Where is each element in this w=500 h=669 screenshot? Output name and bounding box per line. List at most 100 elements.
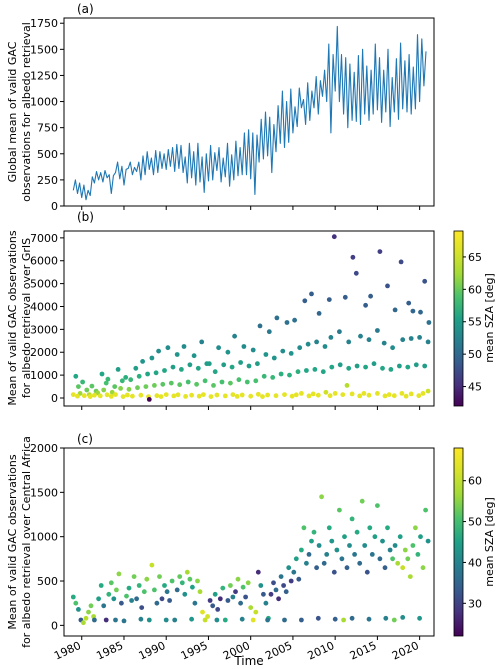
scatter-point xyxy=(164,589,170,595)
panel-c-xlabel: Time xyxy=(233,654,263,668)
scatter-point xyxy=(184,569,190,575)
scatter-point xyxy=(380,538,385,544)
panel-c-colorbar xyxy=(453,447,464,637)
scatter-point xyxy=(120,394,126,399)
scatter-point xyxy=(299,617,304,623)
scatter-point xyxy=(121,618,127,624)
scatter-point xyxy=(420,565,426,571)
scatter-point xyxy=(324,552,330,557)
scatter-point xyxy=(234,394,240,399)
scatter-point xyxy=(381,340,387,346)
panel-b-colorbar xyxy=(453,230,464,407)
scatter-point xyxy=(255,391,261,397)
scatter-point xyxy=(115,367,121,372)
scatter-point xyxy=(111,596,117,602)
colorbar-tick-label: 50 xyxy=(468,516,482,529)
scatter-point xyxy=(159,596,165,602)
scatter-point xyxy=(397,363,402,369)
scatter-point xyxy=(364,569,370,575)
scatter-point xyxy=(331,234,337,240)
scatter-point xyxy=(191,353,197,359)
scatter-point xyxy=(230,594,236,600)
scatter-point xyxy=(124,593,129,599)
scatter-point xyxy=(284,320,290,325)
scatter-point xyxy=(359,498,365,504)
scatter-point xyxy=(363,302,368,308)
scatter-point xyxy=(426,320,432,325)
scatter-point xyxy=(205,614,211,619)
scatter-point xyxy=(346,339,352,345)
scatter-point xyxy=(328,335,334,340)
scatter-point xyxy=(403,393,409,399)
scatter-point xyxy=(246,363,252,369)
scatter-point xyxy=(152,587,157,593)
scatter-point xyxy=(200,609,205,615)
scatter-point xyxy=(89,383,95,389)
y-tick-label: 500 xyxy=(37,148,58,161)
series-line xyxy=(72,25,427,201)
scatter-point xyxy=(217,596,223,602)
scatter-point xyxy=(271,580,276,586)
scatter-point xyxy=(133,365,139,371)
scatter-point xyxy=(372,534,378,540)
colorbar-tick-label: 30 xyxy=(468,597,482,610)
scatter-point xyxy=(377,556,383,562)
scatter-point xyxy=(238,360,244,365)
scatter-point xyxy=(383,615,389,621)
scatter-point xyxy=(315,392,321,398)
scatter-point xyxy=(253,609,259,615)
scatter-point xyxy=(154,600,160,606)
x-tick-label: 2015 xyxy=(348,639,379,663)
scatter-point xyxy=(174,352,180,357)
scatter-point xyxy=(363,364,368,370)
scatter-point xyxy=(189,392,195,398)
scatter-point xyxy=(407,574,413,579)
scatter-point xyxy=(114,587,119,593)
scatter-point xyxy=(83,615,89,621)
scatter-point xyxy=(101,603,107,609)
scatter-point xyxy=(405,556,411,562)
scatter-point xyxy=(282,392,287,397)
x-tick-label: 2020 xyxy=(390,639,421,663)
scatter-point xyxy=(391,393,397,399)
scatter-point xyxy=(99,371,105,377)
scatter-point xyxy=(288,578,294,584)
scatter-point xyxy=(353,270,359,276)
scatter-point xyxy=(160,381,166,387)
scatter-point xyxy=(349,615,355,621)
colorbar-tick-label: 40 xyxy=(468,556,482,569)
panel-b-plot-area xyxy=(70,234,432,410)
scatter-point xyxy=(320,369,326,375)
scatter-point xyxy=(163,392,169,397)
scatter-point xyxy=(136,583,142,588)
panel-c-ylabel-line2: for albedo retrieval over Central Africa xyxy=(20,436,33,648)
y-tick-label: 1000 xyxy=(30,369,58,382)
panel-c-scatter-chart: (c) 0 500 1000 1500 2000 1980 1985 1990 1995 200… xyxy=(6,432,496,668)
y-tick-label: 250 xyxy=(37,174,58,187)
scatter-point xyxy=(250,617,256,623)
colorbar-tick-label: 45 xyxy=(468,381,482,394)
panel-a-plot-area xyxy=(72,25,427,210)
scatter-point xyxy=(260,394,265,399)
scatter-point xyxy=(340,392,346,397)
scatter-point xyxy=(92,392,97,398)
scatter-point xyxy=(197,589,203,595)
scatter-point xyxy=(306,552,312,557)
panel-c-ylabel-line1: Mean of valid GAC observations xyxy=(6,454,19,629)
y-tick-label: 2000 xyxy=(30,346,58,359)
scatter-point xyxy=(327,393,333,399)
scatter-point xyxy=(211,383,216,388)
scatter-point xyxy=(228,380,233,386)
y-tick-label: 3000 xyxy=(30,323,58,336)
scatter-point xyxy=(103,380,109,386)
scatter-point xyxy=(118,386,123,391)
scatter-point xyxy=(341,617,346,623)
scatter-point xyxy=(297,345,303,351)
scatter-point xyxy=(382,393,388,399)
scatter-point xyxy=(106,591,112,597)
scatter-point xyxy=(329,538,335,544)
scatter-point xyxy=(243,594,249,600)
scatter-point xyxy=(342,534,347,540)
scatter-point xyxy=(80,379,85,385)
